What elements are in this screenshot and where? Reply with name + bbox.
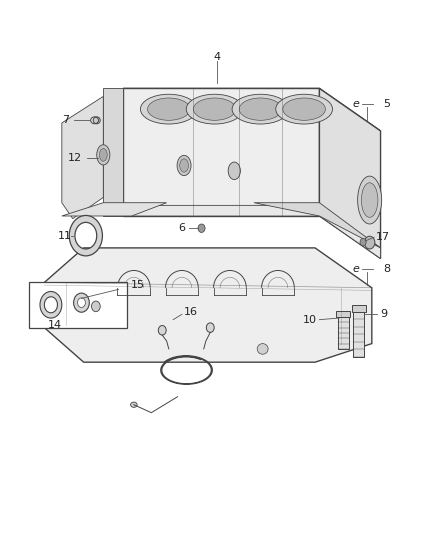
- FancyBboxPatch shape: [352, 305, 366, 312]
- Polygon shape: [44, 248, 372, 362]
- Ellipse shape: [257, 344, 268, 354]
- Text: 7: 7: [62, 115, 69, 125]
- Circle shape: [92, 301, 100, 312]
- Circle shape: [158, 326, 166, 335]
- Text: 6: 6: [178, 223, 185, 233]
- Ellipse shape: [193, 98, 236, 120]
- FancyBboxPatch shape: [336, 311, 350, 317]
- Polygon shape: [254, 203, 381, 248]
- Circle shape: [78, 298, 85, 308]
- Ellipse shape: [186, 94, 243, 124]
- Text: 5: 5: [384, 99, 391, 109]
- FancyBboxPatch shape: [338, 317, 349, 349]
- Ellipse shape: [99, 149, 107, 161]
- Ellipse shape: [93, 117, 100, 124]
- Ellipse shape: [177, 156, 191, 175]
- Text: 12: 12: [68, 152, 82, 163]
- Polygon shape: [103, 205, 381, 259]
- Text: 4: 4: [213, 52, 220, 61]
- Polygon shape: [62, 96, 103, 219]
- Ellipse shape: [283, 98, 325, 120]
- Text: 17: 17: [376, 232, 390, 243]
- Text: e: e: [352, 264, 359, 274]
- Ellipse shape: [141, 94, 197, 124]
- Circle shape: [206, 323, 214, 333]
- FancyBboxPatch shape: [29, 282, 127, 328]
- Text: 16: 16: [184, 306, 198, 317]
- Circle shape: [198, 224, 205, 232]
- Ellipse shape: [232, 94, 289, 124]
- Ellipse shape: [97, 145, 110, 165]
- Ellipse shape: [357, 176, 381, 224]
- Text: 8: 8: [384, 264, 391, 274]
- Text: 14: 14: [48, 320, 62, 330]
- Circle shape: [360, 238, 366, 246]
- Ellipse shape: [276, 94, 332, 124]
- Text: 15: 15: [131, 280, 145, 290]
- Text: 11: 11: [58, 231, 72, 241]
- Polygon shape: [123, 88, 381, 131]
- FancyBboxPatch shape: [353, 312, 364, 357]
- Polygon shape: [103, 88, 123, 216]
- Circle shape: [74, 293, 89, 312]
- Polygon shape: [123, 88, 319, 216]
- Ellipse shape: [180, 159, 188, 172]
- Ellipse shape: [131, 402, 137, 407]
- Circle shape: [364, 236, 375, 249]
- Polygon shape: [62, 203, 166, 216]
- Text: 10: 10: [303, 314, 317, 325]
- Ellipse shape: [198, 225, 205, 232]
- Ellipse shape: [228, 162, 240, 180]
- Ellipse shape: [361, 183, 378, 217]
- Text: e: e: [352, 99, 359, 109]
- Text: 9: 9: [381, 309, 388, 319]
- Ellipse shape: [148, 98, 190, 120]
- Polygon shape: [319, 88, 381, 259]
- Ellipse shape: [239, 98, 282, 120]
